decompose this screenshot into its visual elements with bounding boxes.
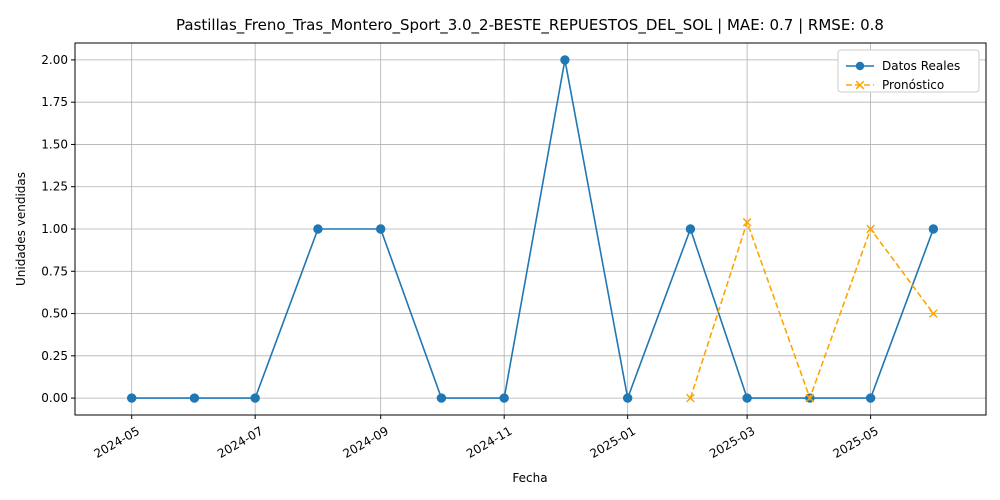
actual-point (685, 224, 696, 234)
series-actual (126, 55, 939, 403)
actual-point (375, 224, 386, 234)
series-layer (126, 55, 939, 403)
actual-point (865, 393, 876, 403)
chart-title: Pastillas_Freno_Tras_Montero_Sport_3.0_2… (176, 16, 884, 35)
actual-line (131, 59, 935, 402)
y-tick-label: 0.00 (41, 391, 68, 405)
y-tick-label: 0.25 (41, 349, 68, 363)
legend: Datos Reales Pronóstico (837, 49, 980, 93)
actual-point (250, 393, 260, 403)
actual-point (126, 393, 137, 403)
y-tick-label: 1.00 (41, 222, 68, 236)
y-axis-label: Unidades vendidas (14, 172, 28, 286)
actual-point (622, 393, 633, 403)
actual-point (560, 55, 570, 65)
actual-point (928, 224, 939, 234)
actual-point (499, 393, 509, 403)
y-tick-label: 2.00 (41, 53, 68, 67)
actual-point (313, 224, 323, 234)
forecast-point (742, 217, 752, 227)
legend-label: Pronóstico (882, 78, 944, 92)
series-forecast (686, 217, 938, 403)
forecast-point (805, 393, 815, 403)
actual-point (742, 393, 752, 403)
y-tick-label: 1.50 (41, 137, 68, 151)
forecast-point (686, 393, 695, 403)
forecast-point (929, 309, 938, 318)
legend-box (837, 49, 980, 93)
x-axis-label: Fecha (512, 471, 547, 485)
y-tick-label: 0.75 (41, 264, 68, 278)
forecast-point (866, 224, 875, 234)
actual-point (189, 393, 200, 403)
y-tick-label: 1.25 (41, 180, 68, 194)
y-tick-label: 0.50 (41, 307, 68, 321)
legend-label: Datos Reales (882, 59, 960, 73)
y-tick-label: 1.75 (41, 95, 68, 109)
legend-marker-circle (855, 61, 865, 71)
legend-marker-x (855, 80, 865, 90)
y-axis: 0.00 0.25 0.50 0.75 1.00 1.25 1.50 1.75 2.00 (41, 53, 75, 405)
grid-lines (75, 43, 986, 415)
actual-point (436, 393, 447, 403)
